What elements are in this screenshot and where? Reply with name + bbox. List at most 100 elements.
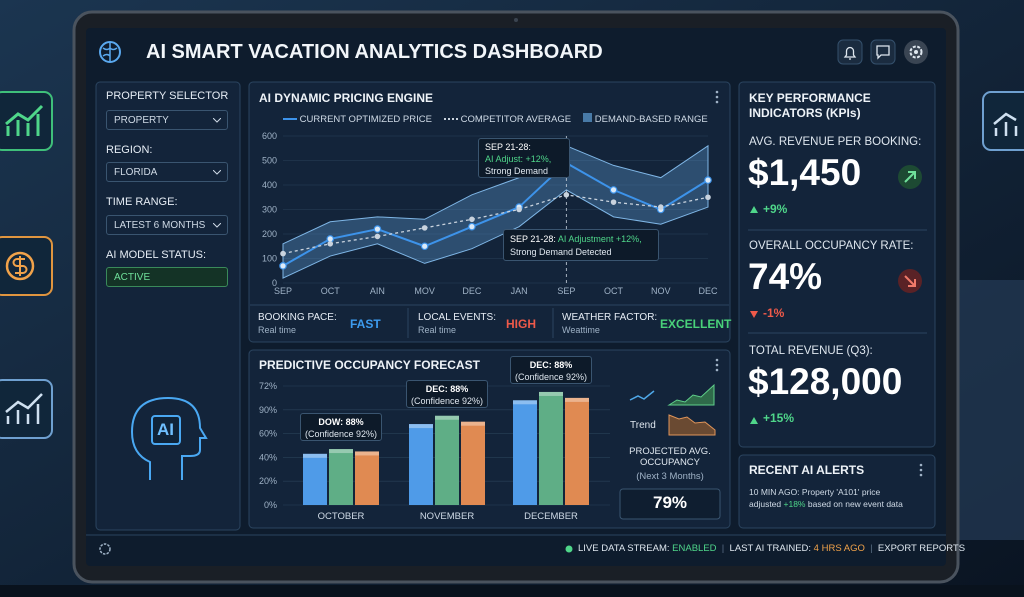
- annotation-title: SEP 21-28:: [485, 142, 531, 152]
- x-tick-label: SEP: [557, 286, 575, 296]
- alert-text: 10 MIN AGO: Property 'A101' price adjust…: [749, 486, 903, 510]
- settings-icon[interactable]: [99, 543, 111, 555]
- projected-value: 79%: [652, 493, 688, 512]
- y-tick-label: 90%: [259, 405, 277, 415]
- status-badge: ACTIVE: [106, 267, 228, 287]
- kpi-change: -1%: [763, 306, 785, 320]
- bar: [303, 453, 327, 505]
- settings-icon[interactable]: [904, 40, 928, 64]
- metric-sub: Real time: [418, 325, 457, 335]
- metric-value: EXCELLENT: [660, 317, 732, 331]
- series-line: [282, 161, 709, 267]
- metric-label: LOCAL EVENTS:: [418, 312, 496, 323]
- menu-dots[interactable]: [715, 90, 719, 104]
- annotation: DEC: 88% (Confidence 92%): [510, 355, 592, 384]
- legend-swatch: [583, 113, 593, 122]
- alert-line: 10 MIN AGO: Property 'A101' price: [749, 487, 881, 497]
- bar: [565, 397, 589, 505]
- legend-item: DEMAND-BASED RANGE: [583, 113, 708, 125]
- bar-cap: [565, 397, 589, 402]
- side-icons: [0, 91, 1024, 439]
- building: [955, 280, 1024, 540]
- floor: [0, 585, 1024, 597]
- y-tick-label: 72%: [259, 381, 277, 391]
- annotation-text: (Confidence 92%): [410, 395, 484, 406]
- sidebar-panel: [95, 81, 241, 531]
- dropdown-value: FLORIDA: [114, 167, 158, 178]
- metric-value: HIGH: [506, 317, 536, 331]
- annotation-text: AI Adjust: +12%,: [485, 154, 552, 164]
- kpi-down-icon: [898, 269, 922, 293]
- chevron: [213, 170, 221, 175]
- chat-icon[interactable]: [870, 39, 896, 65]
- point: [374, 233, 381, 240]
- kpi-value: $128,000: [748, 361, 903, 402]
- y-tick-label: 200: [262, 229, 277, 239]
- x-tick-label: DEC: [698, 286, 718, 296]
- bar-cap: [355, 451, 379, 456]
- annotation: DEC: 88% (Confidence 92%): [406, 379, 488, 408]
- menu-dots[interactable]: [715, 358, 719, 372]
- legend-label: DEMAND-BASED RANGE: [594, 114, 708, 125]
- icon-glyph: [5, 393, 43, 424]
- bar: [355, 451, 379, 505]
- annotation-text: Strong Demand Detected: [510, 247, 612, 257]
- camera: [514, 18, 518, 22]
- bar-cap: [303, 453, 327, 458]
- bar: [409, 424, 433, 505]
- legend-label: CURRENT OPTIMIZED PRICE: [299, 114, 432, 125]
- bar: [329, 449, 353, 505]
- y-tick-label: 300: [262, 205, 277, 215]
- export-link[interactable]: EXPORT REPORTS: [877, 543, 966, 554]
- x-tick-label: DECEMBER: [524, 511, 578, 522]
- x-tick-label: DEC: [462, 286, 482, 296]
- icon-glyph: [5, 104, 44, 136]
- legend-swatch: [283, 118, 297, 120]
- chevron: [213, 223, 221, 228]
- point: [563, 192, 570, 198]
- y-tick-label: 20%: [259, 476, 277, 486]
- label: PROPERTY SELECTOR: [106, 90, 229, 102]
- bar-cap: [461, 421, 485, 426]
- metric-label: WEATHER FACTOR:: [562, 312, 658, 323]
- dropdown-value: PROPERTY: [114, 115, 169, 126]
- bar-cap: [435, 415, 459, 420]
- annotation-text: (Confidence 92%): [514, 371, 588, 382]
- side-icon: [982, 91, 1024, 151]
- kpi-value: 74%: [748, 256, 823, 297]
- point: [705, 194, 711, 201]
- panel-title: KEY PERFORMANCE INDICATORS (KPIs): [749, 91, 871, 120]
- chevron: [213, 118, 221, 123]
- icon-glyph: [993, 112, 1018, 136]
- dropdown[interactable]: PROPERTY: [106, 110, 228, 130]
- alert-line: adjusted: [749, 499, 782, 509]
- point: [657, 204, 664, 210]
- dropdown-value: LATEST 6 MONTHS: [114, 220, 206, 231]
- annotation: SEP 21-28: AI Adjustment +12%, Strong De…: [503, 229, 659, 261]
- label: TIME RANGE:: [106, 196, 178, 208]
- ai-badge: AI: [157, 420, 174, 439]
- dropdown[interactable]: FLORIDA: [106, 162, 228, 182]
- series-line: [282, 194, 709, 255]
- menu-dots[interactable]: [919, 463, 923, 477]
- kpi-panel: [738, 81, 936, 448]
- projected-label: PROJECTED AVG. OCCUPANCY: [629, 446, 711, 468]
- point: [279, 262, 287, 270]
- kpi-label: TOTAL REVENUE (Q3):: [749, 345, 873, 357]
- annotation: SEP 21-28: AI Adjust: +12%, Strong Deman…: [478, 138, 570, 178]
- dropdown[interactable]: LATEST 6 MONTHS: [106, 215, 228, 235]
- legend-swatch: [443, 118, 458, 120]
- alerts-panel: [738, 454, 936, 529]
- footer-status: LIVE DATA STREAM: ENABLED | LAST AI TRAI…: [578, 543, 966, 554]
- point: [373, 225, 382, 233]
- bell-icon[interactable]: [837, 39, 863, 65]
- point: [704, 176, 712, 184]
- y-tick-label: 400: [262, 180, 277, 190]
- y-tick-label: 60%: [259, 429, 277, 439]
- footer-label: LAST AI TRAINED:: [729, 543, 812, 554]
- dashboard-title: AI SMART VACATION ANALYTICS DASHBOARD: [146, 41, 603, 63]
- point: [420, 242, 429, 251]
- annotation-text: (Confidence 92%): [304, 429, 378, 440]
- legend-label: COMPETITOR AVERAGE: [460, 114, 572, 125]
